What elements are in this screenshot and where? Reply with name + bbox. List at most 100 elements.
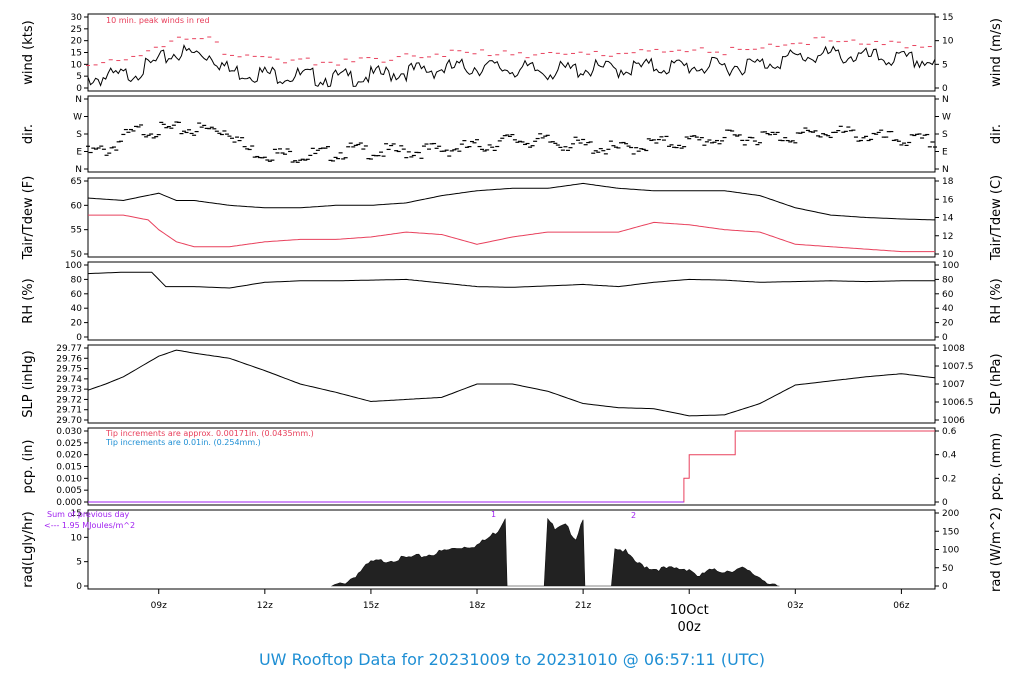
right-tick-label: 40	[942, 304, 954, 314]
left-tick-label: 5	[76, 72, 82, 82]
left-tick-label: 0	[76, 582, 82, 592]
left-tick-label: 80	[71, 275, 83, 285]
left-tick-label: 0.030	[56, 427, 82, 437]
left-tick-label: 29.72	[56, 395, 82, 405]
left-tick-label: 5	[76, 558, 82, 568]
right-tick-label: S	[942, 130, 948, 140]
right-tick-label: 14	[942, 214, 954, 224]
panel-pcp	[84, 427, 939, 506]
right-tick-label: 20	[942, 319, 954, 329]
rad-area	[330, 517, 780, 587]
series-line-SLP	[87, 349, 936, 417]
y-axis-label-left: SLP (inHg)	[21, 350, 36, 418]
left-tick-label: 0.025	[56, 439, 82, 449]
right-tick-label: 0	[942, 333, 948, 343]
x-tick-label: 15z	[363, 601, 379, 611]
left-tick-label: 0.010	[56, 474, 82, 484]
left-tick-label: 0.015	[56, 463, 82, 473]
y-axis-label-right: dir.	[989, 124, 1004, 144]
right-tick-label: 10	[942, 37, 954, 47]
left-tick-label: 29.74	[56, 375, 82, 385]
panel-dir	[84, 95, 939, 173]
series-line-Tair	[87, 182, 935, 221]
rad-day-marker-1: 1	[491, 510, 496, 519]
right-tick-label: 0.4	[942, 451, 957, 461]
y-axis-label-left: wind (kts)	[21, 20, 36, 84]
right-tick-label: 1007.5	[942, 362, 974, 372]
panel-frame-rad	[87, 509, 936, 590]
left-tick-label: 65	[71, 177, 82, 187]
tip-note-blue: Tip increments are 0.01in. (0.254mm.)	[105, 438, 261, 447]
left-tick-label: E	[76, 148, 82, 158]
right-tick-label: 0.2	[942, 474, 956, 484]
left-tick-label: 55	[71, 226, 82, 236]
x-tick-label: 09z	[151, 601, 167, 611]
left-tick-label: 15	[71, 49, 82, 59]
y-axis-label-left: rad(Lgly/hr)	[21, 511, 36, 587]
left-tick-label: 0.000	[56, 498, 82, 508]
left-tick-label: 29.75	[56, 365, 82, 375]
left-tick-label: N	[75, 95, 82, 105]
right-tick-label: 200	[942, 509, 959, 519]
tip-note-red: Tip increments are approx. 0.00171in. (0…	[105, 429, 314, 438]
left-tick-label: 15	[71, 509, 82, 519]
left-tick-label: 25	[71, 25, 82, 35]
left-tick-label: 0	[76, 84, 82, 94]
right-tick-label: 100	[942, 261, 959, 271]
left-tick-label: 10	[71, 60, 83, 70]
left-tick-label: 0	[76, 333, 82, 343]
right-tick-label: 50	[942, 564, 954, 574]
rad-day-marker-2: 2	[631, 511, 636, 520]
right-tick-label: 16	[942, 195, 954, 205]
left-tick-label: 20	[71, 319, 83, 329]
series-line-RH	[87, 271, 935, 289]
series-line-wind	[87, 44, 936, 88]
right-tick-label: 80	[942, 275, 954, 285]
left-tick-label: W	[73, 113, 82, 123]
y-axis-label-right: RH (%)	[989, 278, 1004, 323]
right-tick-label: 1006.5	[942, 398, 974, 408]
left-tick-label: N	[75, 165, 82, 175]
left-tick-label: 50	[71, 250, 83, 260]
x-tick-label: 06z	[893, 601, 909, 611]
right-tick-label: 60	[942, 290, 954, 300]
left-tick-label: 30	[71, 13, 83, 23]
x-day-label: 10Oct	[670, 603, 709, 618]
right-tick-label: E	[942, 148, 948, 158]
x-tick-label: 12z	[257, 601, 273, 611]
right-tick-label: 1006	[942, 416, 965, 426]
right-tick-label: 12	[942, 232, 953, 242]
y-axis-label-left: RH (%)	[21, 278, 36, 323]
y-axis-label-left: Tair/Tdew (F)	[21, 176, 36, 261]
right-tick-label: N	[942, 165, 949, 175]
left-tick-label: 29.71	[56, 406, 82, 416]
right-tick-label: 15	[942, 13, 953, 23]
right-tick-label: 150	[942, 527, 959, 537]
right-tick-label: N	[942, 95, 949, 105]
left-tick-label: 60	[71, 201, 83, 211]
y-axis-label-left: pcp. (in)	[21, 440, 36, 494]
left-tick-label: 100	[65, 261, 82, 271]
right-tick-label: 18	[942, 177, 954, 187]
right-tick-label: 0.6	[942, 427, 957, 437]
right-tick-label: 0	[942, 84, 948, 94]
y-axis-label-right: SLP (hPa)	[989, 353, 1004, 414]
left-tick-label: 29.77	[56, 344, 82, 354]
x-day-time: 00z	[678, 620, 702, 635]
left-tick-label: 60	[71, 290, 83, 300]
rad-sum-value: <--- 1.95 MJoules/m^2	[44, 521, 135, 530]
right-tick-label: 1007	[942, 380, 965, 390]
panel-slp	[84, 344, 939, 424]
figure-title: UW Rooftop Data for 20231009 to 20231010…	[258, 650, 766, 669]
panel-frame-wind	[87, 13, 936, 92]
panel-wind	[84, 13, 939, 92]
left-tick-label: 29.73	[56, 385, 82, 395]
y-axis-label-right: wind (m/s)	[989, 18, 1004, 87]
right-tick-label: 5	[942, 60, 948, 70]
y-axis-label-right: pcp. (mm)	[989, 433, 1004, 500]
left-tick-label: 40	[71, 304, 83, 314]
y-axis-label-right: rad (W/m^2)	[989, 507, 1004, 592]
left-tick-label: 0.005	[56, 486, 82, 496]
left-tick-label: 29.70	[56, 416, 82, 426]
